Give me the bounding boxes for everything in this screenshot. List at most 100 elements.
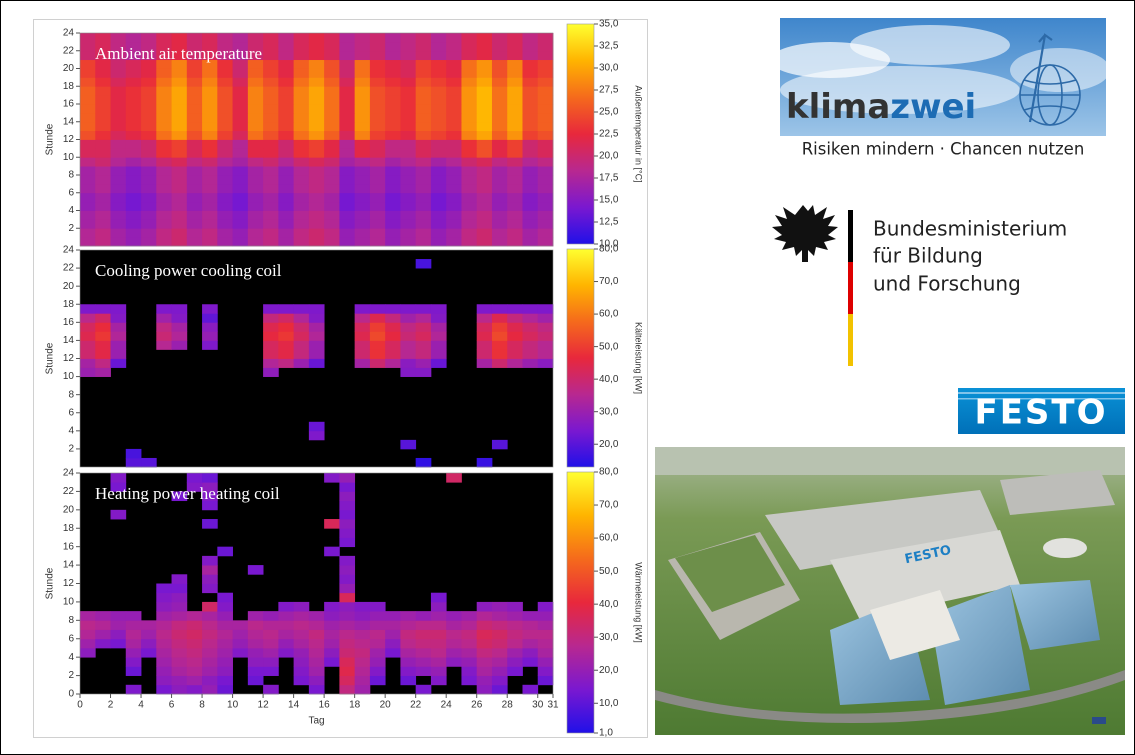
heat-cell: [355, 359, 371, 368]
heat-cell: [355, 104, 371, 113]
heat-cell: [477, 458, 493, 467]
heat-cell: [538, 639, 554, 649]
heat-cell: [492, 313, 508, 322]
heat-cell: [370, 602, 386, 612]
colorbar-tick-label: 10,0: [599, 698, 619, 709]
heat-cell: [80, 368, 96, 377]
heat-cell: [202, 77, 218, 86]
heat-cell: [339, 219, 355, 228]
heat-cell: [294, 175, 310, 184]
heat-cell: [461, 228, 477, 237]
heat-cell: [522, 60, 538, 69]
heat-cell: [446, 611, 462, 621]
y-tick-label: 2: [68, 670, 74, 681]
heat-cell: [355, 131, 371, 140]
heat-cell: [141, 184, 157, 193]
heat-cell: [233, 639, 249, 649]
heat-cell: [538, 676, 554, 686]
heat-cell: [385, 148, 401, 157]
heat-cell: [370, 193, 386, 202]
heat-cell: [355, 611, 371, 621]
heat-cell: [202, 166, 218, 175]
heat-cell: [324, 140, 340, 149]
heat-cell: [217, 666, 233, 676]
heat-cell: [370, 113, 386, 122]
heat-cell: [355, 175, 371, 184]
heat-cell: [507, 69, 523, 78]
heat-cell: [309, 322, 325, 331]
heat-cell: [187, 666, 203, 676]
heat-cell: [217, 237, 233, 246]
colorbar-tick-label: 35,0: [599, 19, 619, 30]
heat-cell: [294, 69, 310, 78]
heat-cell: [355, 666, 371, 676]
heat-cell: [324, 193, 340, 202]
heat-cell: [324, 148, 340, 157]
heat-cell: [339, 60, 355, 69]
heat-cell: [385, 313, 401, 322]
heat-cell: [217, 140, 233, 149]
heat-cell: [95, 340, 111, 349]
heat-cell: [172, 666, 188, 676]
heat-cell: [355, 237, 371, 246]
heat-cell: [492, 131, 508, 140]
heat-cell: [370, 219, 386, 228]
heat-cell: [309, 431, 325, 440]
heat-cell: [355, 620, 371, 630]
heat-cell: [522, 620, 538, 630]
heat-cell: [416, 122, 432, 131]
heat-cell: [522, 69, 538, 78]
heat-cell: [217, 639, 233, 649]
heat-cell: [263, 193, 279, 202]
heat-cell: [324, 51, 340, 60]
heat-cell: [233, 193, 249, 202]
heat-cell: [80, 113, 96, 122]
heat-cell: [385, 611, 401, 621]
heat-cell: [400, 322, 416, 331]
heat-cell: [172, 648, 188, 658]
heat-cell: [294, 42, 310, 51]
heat-cell: [80, 148, 96, 157]
colorbar-tick-label: 70,0: [599, 276, 619, 287]
heat-cell: [263, 685, 279, 695]
heat-cell: [172, 620, 188, 630]
heat-cell: [80, 86, 96, 95]
heat-cell: [172, 685, 188, 695]
heat-cell: [324, 211, 340, 220]
heat-cell: [385, 166, 401, 175]
heat-cell: [522, 77, 538, 86]
heat-cell: [507, 175, 523, 184]
heat-cell: [492, 219, 508, 228]
heat-cell: [477, 122, 493, 131]
heat-cell: [187, 77, 203, 86]
colorbar-tick-label: 20,0: [599, 439, 619, 450]
heat-cell: [294, 95, 310, 104]
heat-cell: [278, 237, 294, 246]
heat-cell: [431, 657, 447, 667]
heat-cell: [446, 175, 462, 184]
heat-cell: [416, 69, 432, 78]
heat-cell: [446, 157, 462, 166]
heat-cell: [141, 95, 157, 104]
heat-cell: [339, 193, 355, 202]
heat-cell: [172, 331, 188, 340]
heat-cell: [111, 331, 127, 340]
heat-cell: [385, 77, 401, 86]
heat-cell: [507, 104, 523, 113]
heat-cell: [339, 528, 355, 538]
x-tick-label: 31: [547, 700, 559, 711]
heat-cell: [248, 639, 264, 649]
heat-cell: [324, 611, 340, 621]
heat-cell: [202, 211, 218, 220]
heat-cell: [400, 86, 416, 95]
heat-cell: [431, 33, 447, 42]
heat-cell: [461, 60, 477, 69]
heat-cell: [431, 60, 447, 69]
heat-cell: [339, 148, 355, 157]
heat-cell: [431, 95, 447, 104]
bmbf-line: Bundesministerium: [873, 217, 1067, 241]
heat-cell: [370, 122, 386, 131]
heat-cell: [187, 104, 203, 113]
heat-cell: [461, 86, 477, 95]
heat-cell: [461, 95, 477, 104]
